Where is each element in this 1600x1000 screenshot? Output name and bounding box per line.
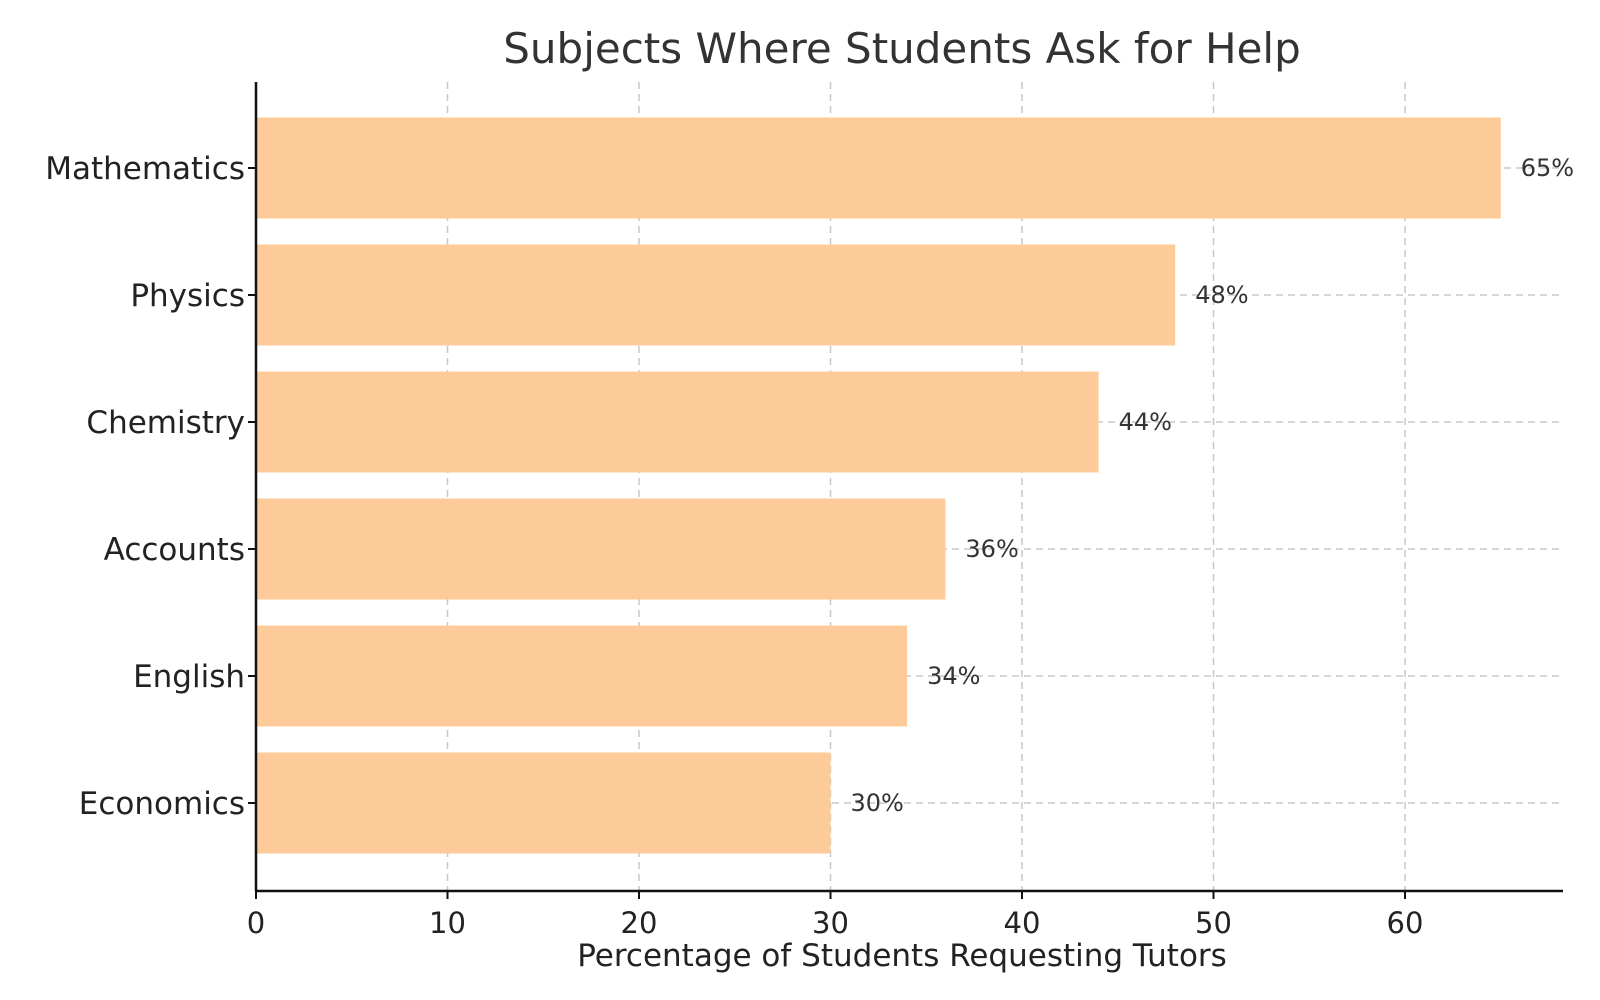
value-label: 30% <box>851 789 904 817</box>
x-tick-label: 20 <box>621 906 658 940</box>
category-label: Accounts <box>104 532 245 568</box>
bars <box>256 117 1501 854</box>
bar-economics <box>256 752 831 854</box>
x-tick-label: 30 <box>812 906 849 940</box>
axes <box>254 82 1563 893</box>
category-label: English <box>133 659 245 695</box>
category-label: Economics <box>79 786 245 822</box>
category-label: Physics <box>130 278 245 314</box>
x-tick-label: 40 <box>1004 906 1041 940</box>
x-tick-label: 50 <box>1195 906 1232 940</box>
x-tick-label: 0 <box>247 906 265 940</box>
value-label: 48% <box>1195 281 1248 309</box>
value-label: 44% <box>1119 408 1172 436</box>
chart-title: Subjects Where Students Ask for Help <box>503 24 1300 73</box>
value-label: 36% <box>965 535 1018 563</box>
x-axis-label: Percentage of Students Requesting Tutors <box>577 938 1227 974</box>
bar-accounts <box>256 498 946 600</box>
bar-physics <box>256 244 1176 346</box>
x-tick-label: 60 <box>1387 906 1424 940</box>
category-label: Mathematics <box>45 151 245 187</box>
value-label: 65% <box>1521 154 1574 182</box>
x-tick-label: 10 <box>429 906 466 940</box>
bar-english <box>256 625 908 727</box>
category-label: Chemistry <box>86 405 245 441</box>
value-label: 34% <box>927 662 980 690</box>
bar-chemistry <box>256 371 1099 473</box>
value-labels: 65% 48% 44% 36% 34% 30% <box>851 154 1575 817</box>
tick-labels: 0 10 20 30 40 50 60 Mathematics Physics Chemistry… <box>45 151 1423 940</box>
bar-mathematics <box>256 117 1501 219</box>
